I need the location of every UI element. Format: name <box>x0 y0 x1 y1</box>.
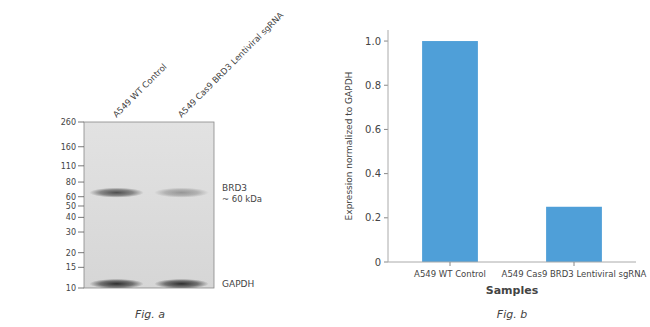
marker-tick <box>78 165 84 166</box>
figure: BRD3~ 60 kDa GAPDH 260 160 110 80 6050 40 30 20 15… <box>0 0 650 327</box>
marker-tick <box>78 252 84 253</box>
marker-tick <box>78 122 84 123</box>
x-axis-line <box>388 262 636 263</box>
marker-label: 30 <box>66 228 76 237</box>
blot-band <box>154 188 209 198</box>
blot-band <box>89 188 144 198</box>
band-name: BRD3 <box>222 183 247 193</box>
y-tick-label: 0.6 <box>365 124 381 135</box>
band-name: GAPDH <box>222 279 254 289</box>
y-tick <box>384 217 388 218</box>
x-tick <box>574 262 575 266</box>
marker-label: 80 <box>66 178 76 187</box>
lane-label: A549 Cas9 BRD3 Lentiviral sgRNA <box>176 10 286 120</box>
x-tick-label: A549 Cas9 BRD3 Lentiviral sgRNA <box>502 269 647 279</box>
marker-tick <box>78 232 84 233</box>
y-tick <box>384 41 388 42</box>
marker-label: 60 <box>66 193 76 202</box>
marker-tick <box>78 196 84 197</box>
caption: Fig. b <box>497 308 527 321</box>
bars <box>422 41 602 262</box>
bar-panel: 0 0.2 0.4 0.6 0.8 1.0 A549 WT Control A549 Cas9… <box>344 30 647 321</box>
x-axis-label: Samples <box>486 284 539 297</box>
x-tick-label: A549 WT Control <box>414 269 486 279</box>
blot-panel: BRD3~ 60 kDa GAPDH 260 160 110 80 6050 40 30 20 15… <box>61 10 286 321</box>
y-tick-label: 0 <box>375 257 381 268</box>
marker-label: 160 <box>61 143 76 152</box>
marker-tick <box>78 288 84 289</box>
y-tick <box>384 85 388 86</box>
marker-tick <box>78 217 84 218</box>
y-tick-label: 0.2 <box>365 212 381 223</box>
caption: Fig. a <box>135 308 165 321</box>
x-tick <box>450 262 451 266</box>
marker-tick <box>78 205 84 206</box>
bands <box>89 188 209 288</box>
bar <box>422 41 478 262</box>
blot-band <box>89 279 144 288</box>
marker-label: 260 <box>61 118 76 127</box>
marker-label: 50 <box>66 202 76 211</box>
blot-band <box>154 279 209 288</box>
y-tick <box>384 262 388 263</box>
marker-tick <box>78 146 84 147</box>
marker-label: 40 <box>66 213 76 222</box>
marker-label: 15 <box>66 263 76 272</box>
y-tick-label: 1.0 <box>365 36 381 47</box>
y-tick <box>384 173 388 174</box>
blot-membrane <box>84 122 214 288</box>
y-axis-label: Expression normalized to GAPDH <box>344 72 354 221</box>
y-tick-label: 0.8 <box>365 80 381 91</box>
marker-tick <box>78 182 84 183</box>
marker-label: 20 <box>66 249 76 258</box>
marker-label: 10 <box>66 284 76 293</box>
y-tick-label: 0.4 <box>365 168 381 179</box>
y-tick <box>384 129 388 130</box>
bar <box>546 207 602 262</box>
lane-label: A549 WT Control <box>111 62 169 120</box>
band-size: ~ 60 kDa <box>222 194 262 204</box>
marker-tick <box>78 267 84 268</box>
y-axis-line <box>388 30 389 262</box>
marker-label: 110 <box>61 162 76 171</box>
